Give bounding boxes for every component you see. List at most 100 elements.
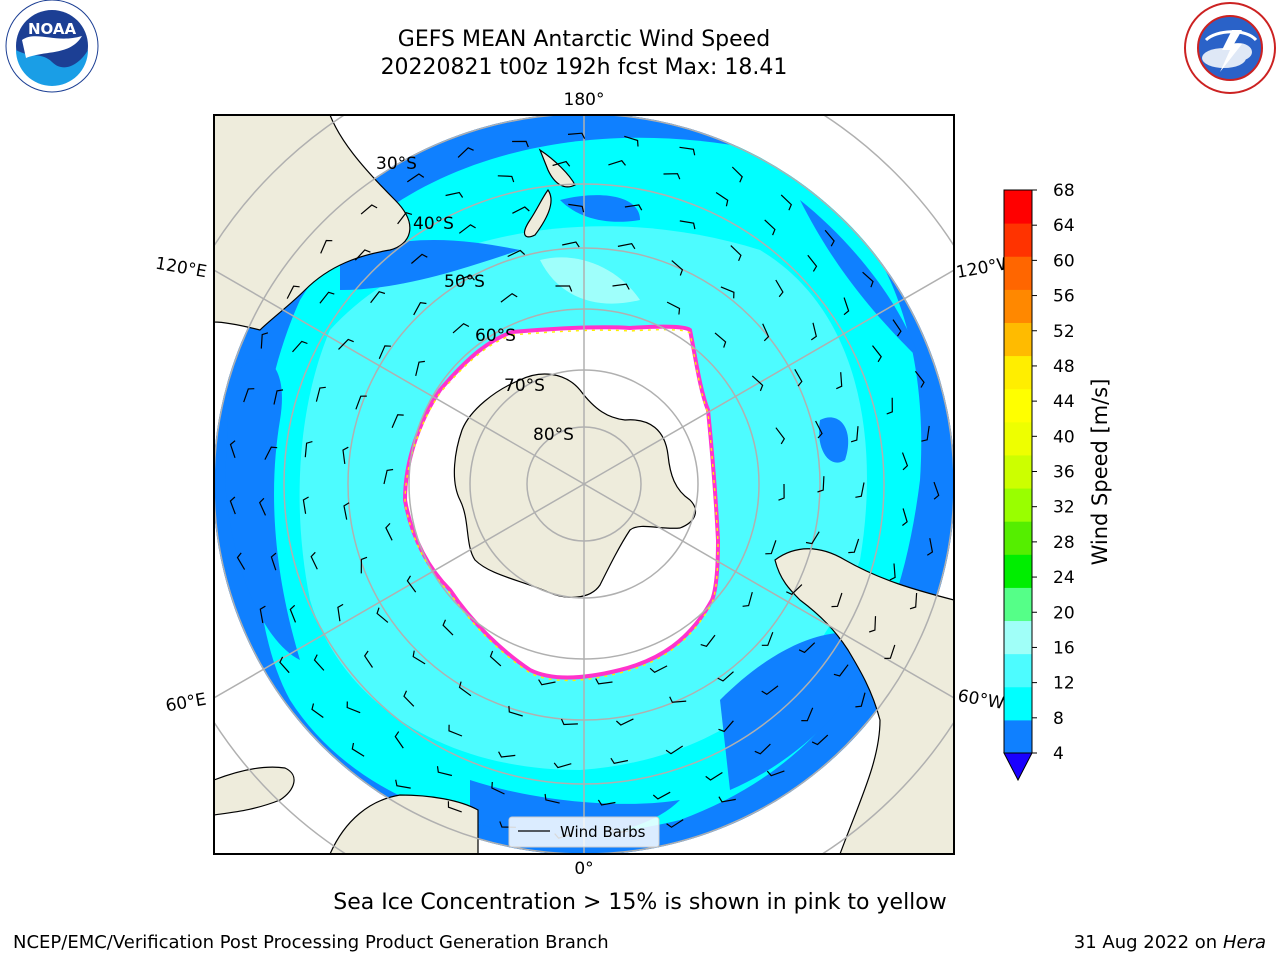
colorbar-tick-label: 40	[1053, 427, 1075, 447]
wind-barb	[730, 245, 742, 262]
lat-label-80s: 80°S	[533, 425, 574, 445]
wind-barb	[884, 644, 896, 660]
wind-barb	[560, 718, 578, 726]
wind-barb	[512, 140, 529, 148]
wind-barb	[568, 203, 585, 213]
wind-barb	[229, 496, 236, 515]
wind-barb	[754, 743, 771, 755]
wind-barb	[624, 204, 643, 211]
wind-barb	[815, 420, 823, 439]
wind-barb	[615, 718, 634, 726]
wind-barb	[679, 220, 696, 230]
wind-barb	[279, 656, 290, 674]
wind-barb	[764, 219, 776, 236]
wind-barb	[243, 388, 255, 403]
wind-barb	[909, 592, 918, 610]
wind-barb	[376, 607, 389, 623]
wind-barb	[801, 707, 814, 722]
colorbar-segment	[1004, 256, 1032, 290]
wind-barb	[862, 271, 874, 288]
chart-subtitle: 20220821 t00z 192h fcst Max: 18.41	[380, 55, 788, 80]
africa-east	[214, 692, 255, 730]
colorbar-tick-label: 60	[1053, 251, 1075, 271]
wind-barb	[663, 173, 681, 180]
wind-barb	[567, 132, 586, 139]
wind-barb	[354, 249, 371, 261]
footer-branch: NCEP/EMC/Verification Post Processing Pr…	[13, 932, 609, 953]
wind-barb	[786, 584, 803, 596]
wind-barbs	[229, 132, 940, 839]
wind-barb	[385, 522, 393, 541]
wind-barb	[370, 291, 386, 304]
wind-barb	[810, 322, 817, 341]
wind-barb	[889, 563, 896, 581]
wind-barb	[794, 369, 803, 387]
colorbar-segment	[1004, 421, 1032, 456]
wind-barb	[886, 397, 893, 415]
map-frame	[213, 114, 955, 855]
wind-barb	[491, 781, 505, 795]
wind-barb	[807, 254, 818, 272]
wind-barb	[761, 631, 774, 646]
land-masses	[214, 115, 954, 854]
colorbar-segment	[1004, 190, 1032, 224]
wind-barb	[831, 592, 843, 608]
colorbar-tick-label: 68	[1053, 181, 1075, 201]
wind-barb	[761, 685, 779, 696]
wind-barb	[229, 440, 236, 458]
wind-barb	[445, 191, 464, 198]
wind-barb	[597, 799, 616, 806]
colorbar-tick-label: 4	[1053, 744, 1064, 764]
wind-barb	[412, 650, 426, 665]
wind-barb	[394, 731, 404, 749]
wind-barb	[612, 283, 630, 290]
colorbar-tick-label: 8	[1053, 709, 1064, 729]
wind-barb	[311, 703, 324, 718]
wind-barb	[498, 751, 516, 758]
wind-barb	[363, 650, 373, 668]
colorbar-segment	[1004, 587, 1032, 622]
wind-barb	[780, 194, 793, 211]
wind-barb	[448, 724, 463, 737]
wind-barb	[415, 360, 425, 377]
wind-barb	[717, 671, 734, 682]
wind-barb	[497, 175, 515, 183]
wind-barb	[512, 206, 530, 214]
wind-barb	[360, 204, 378, 215]
wind-barb	[666, 819, 684, 828]
wind-barb	[817, 476, 825, 493]
wind-barb	[337, 603, 344, 622]
colorbar-segment	[1004, 355, 1032, 390]
wind-barb	[343, 502, 350, 520]
wind-barb	[346, 701, 361, 714]
wind-barb	[270, 552, 277, 571]
wind-barb	[775, 427, 786, 445]
wind-barb	[304, 441, 313, 458]
noaa-logo: NOAA	[5, 0, 99, 93]
colorbar-label: Wind Speed [m/s]	[1088, 379, 1112, 566]
colorbar-segment	[1004, 223, 1032, 257]
wind-barb	[319, 291, 335, 304]
map-legend: Wind Barbs	[508, 816, 660, 848]
colorbar-extend-arrow	[1003, 752, 1033, 782]
wind-barb	[901, 452, 909, 471]
wind-barb	[403, 690, 415, 707]
wind-barb	[855, 482, 865, 498]
wind-barb	[260, 332, 269, 349]
africa-tip	[214, 766, 295, 816]
wind-barb	[500, 292, 518, 303]
wind-barb	[718, 796, 736, 803]
wind-barb	[489, 650, 502, 667]
wind-barb	[406, 575, 417, 593]
wind-barb	[447, 801, 462, 813]
wind-barb	[705, 771, 723, 781]
wind-barb	[351, 742, 365, 757]
colorbar-segment	[1004, 322, 1032, 357]
wind-barb	[765, 540, 777, 555]
wind-barb	[458, 681, 472, 697]
wind-barb	[869, 616, 877, 633]
colorbar-segment	[1004, 454, 1032, 489]
colorbar-tick-label: 20	[1053, 603, 1075, 623]
wind-barb	[679, 146, 696, 156]
wind-barb	[406, 173, 425, 183]
